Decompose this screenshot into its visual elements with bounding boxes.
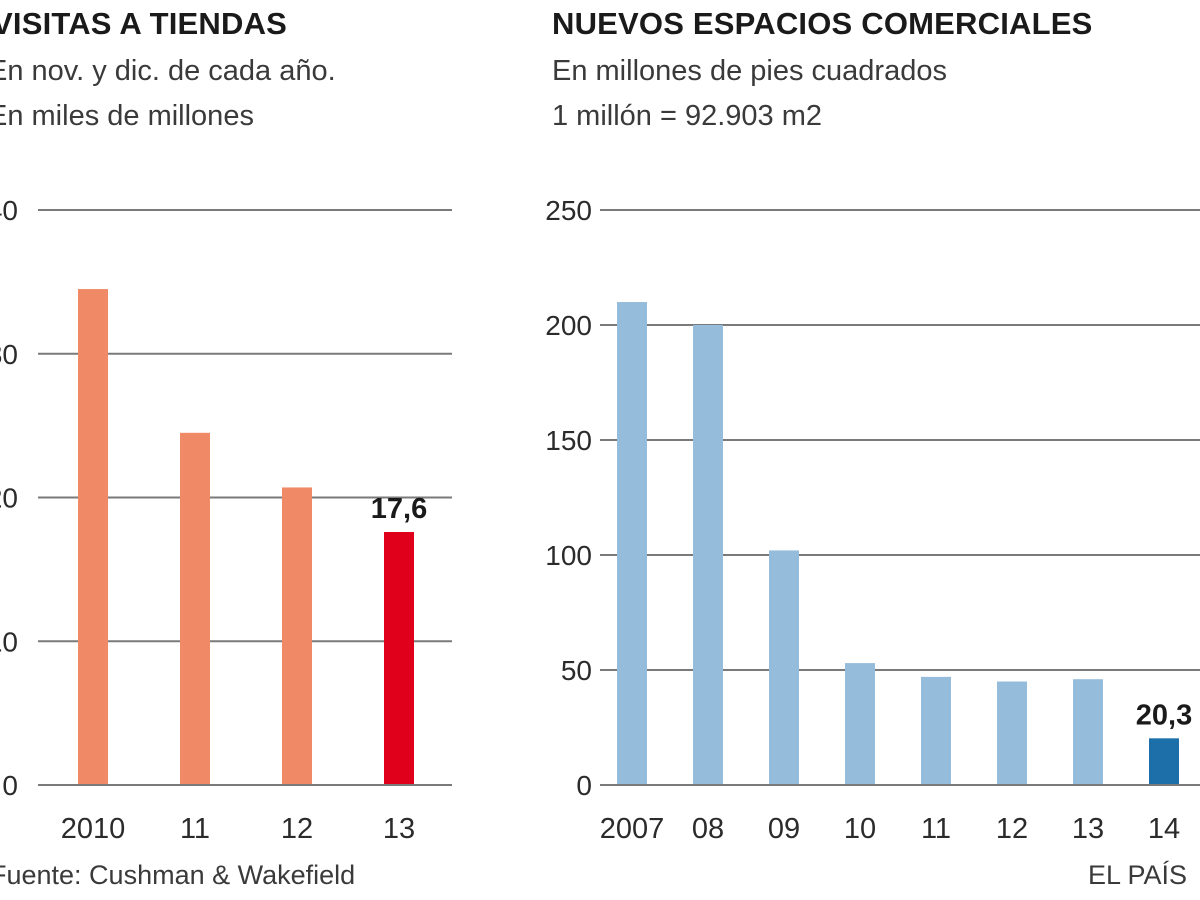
right-chart-subtitle-2: 1 millón = 92.903 m2 [552, 100, 823, 132]
right-x-tick-label: 09 [768, 813, 800, 845]
right-bar-10 [845, 663, 875, 785]
left-y-tick-label: 30 [0, 339, 18, 370]
left-chart-subtitle-1: En nov. y dic. de cada año. [0, 55, 336, 87]
right-y-tick-label: 150 [545, 425, 592, 456]
right-highlight-value-label: 20,3 [1136, 699, 1192, 731]
right-y-tick-label: 250 [545, 195, 592, 226]
right-x-tick-label: 13 [1072, 813, 1104, 845]
left-y-tick-label: 0 [2, 770, 18, 801]
right-x-tick-label: 14 [1148, 813, 1180, 845]
right-x-tick-label: 08 [692, 813, 724, 845]
right-bar-14 [1149, 738, 1179, 785]
left-x-tick-label: 2010 [61, 813, 126, 845]
left-y-tick-label: 20 [0, 483, 18, 514]
right-y-tick-label: 0 [576, 770, 592, 801]
left-bar-13 [384, 532, 414, 785]
right-bar-12 [997, 681, 1027, 785]
right-bar-11 [921, 676, 951, 785]
right-y-tick-label: 50 [561, 655, 592, 686]
left-bar-11 [180, 432, 210, 785]
right-x-tick-label: 12 [996, 813, 1028, 845]
right-chart-title: NUEVOS ESPACIOS COMERCIALES [552, 6, 1093, 41]
right-x-tick-label: 10 [844, 813, 876, 845]
right-bar-09 [769, 550, 799, 785]
left-x-tick-label: 12 [281, 813, 313, 845]
right-y-tick-label: 200 [545, 310, 592, 341]
left-chart-subtitle-2: En miles de millones [0, 100, 254, 132]
left-chart-title: VISITAS A TIENDAS [0, 6, 288, 41]
right-bar-08 [693, 325, 723, 785]
left-y-tick-label: 10 [0, 626, 18, 657]
right-x-tick-label: 11 [921, 813, 951, 845]
left-x-tick-label: 11 [180, 813, 210, 845]
right-x-tick-label: 2007 [600, 813, 665, 845]
left-bar-12 [282, 487, 312, 785]
right-chart-subtitle-1: En millones de pies cuadrados [552, 55, 947, 87]
right-bar-2007 [617, 302, 647, 785]
source-note: Fuente: Cushman & Wakefield [0, 860, 356, 890]
publisher-credit: EL PAÍS [1088, 860, 1188, 890]
left-y-tick-label: 40 [0, 195, 18, 226]
left-bar-2010 [78, 289, 108, 785]
right-y-tick-label: 100 [545, 540, 592, 571]
left-highlight-value-label: 17,6 [371, 493, 427, 525]
right-bar-13 [1073, 679, 1103, 785]
left-x-tick-label: 13 [383, 813, 415, 845]
